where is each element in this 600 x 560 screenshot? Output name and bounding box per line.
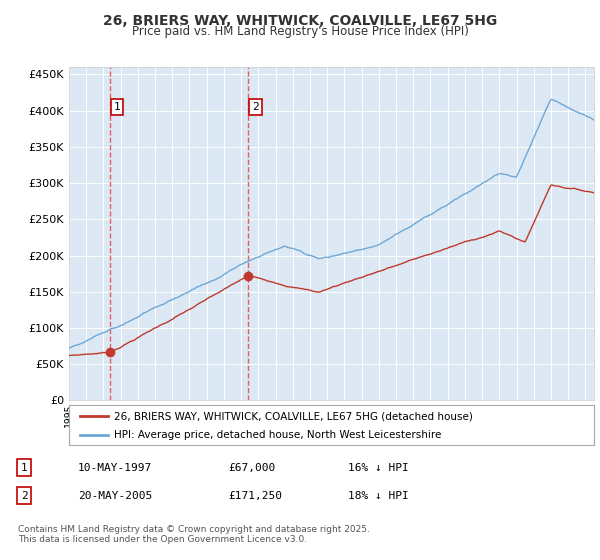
Text: 2: 2 <box>252 102 259 112</box>
Text: 1: 1 <box>20 463 28 473</box>
Text: Contains HM Land Registry data © Crown copyright and database right 2025.
This d: Contains HM Land Registry data © Crown c… <box>18 525 370 544</box>
Text: HPI: Average price, detached house, North West Leicestershire: HPI: Average price, detached house, Nort… <box>113 430 441 440</box>
Text: £67,000: £67,000 <box>228 463 275 473</box>
Text: 2: 2 <box>20 491 28 501</box>
Text: 20-MAY-2005: 20-MAY-2005 <box>78 491 152 501</box>
Text: 16% ↓ HPI: 16% ↓ HPI <box>348 463 409 473</box>
Text: £171,250: £171,250 <box>228 491 282 501</box>
Text: Price paid vs. HM Land Registry's House Price Index (HPI): Price paid vs. HM Land Registry's House … <box>131 25 469 38</box>
Text: 10-MAY-1997: 10-MAY-1997 <box>78 463 152 473</box>
Text: 18% ↓ HPI: 18% ↓ HPI <box>348 491 409 501</box>
Text: 26, BRIERS WAY, WHITWICK, COALVILLE, LE67 5HG: 26, BRIERS WAY, WHITWICK, COALVILLE, LE6… <box>103 14 497 28</box>
Text: 1: 1 <box>114 102 121 112</box>
Text: 26, BRIERS WAY, WHITWICK, COALVILLE, LE67 5HG (detached house): 26, BRIERS WAY, WHITWICK, COALVILLE, LE6… <box>113 411 473 421</box>
